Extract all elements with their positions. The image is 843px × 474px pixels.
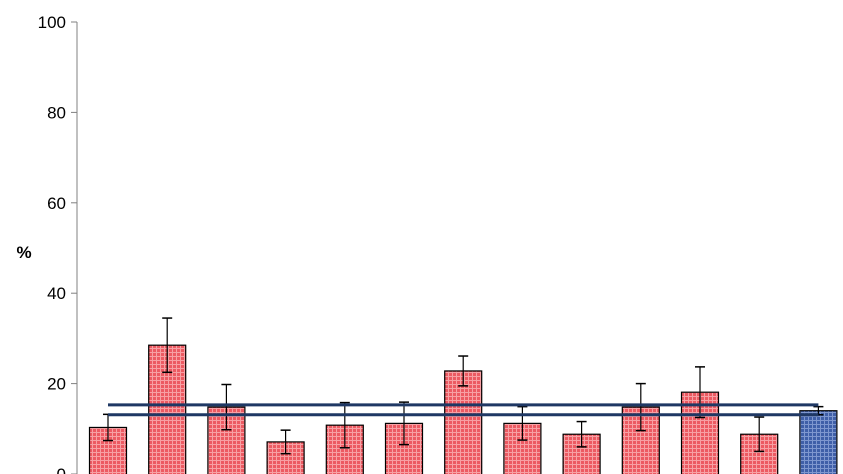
y-tick-label: 0 xyxy=(57,465,66,474)
bar xyxy=(799,410,838,474)
y-tick-label: 20 xyxy=(47,375,66,394)
y-axis-title: % xyxy=(16,243,31,262)
y-tick-label: 60 xyxy=(47,194,66,213)
y-tick-label: 80 xyxy=(47,103,66,122)
y-tick-label: 40 xyxy=(47,284,66,303)
y-tick-label: 100 xyxy=(38,13,66,32)
y-axis-ticks: 0 20 40 60 80 100 xyxy=(38,13,77,474)
reference-lines xyxy=(108,403,819,417)
bar xyxy=(444,370,483,474)
